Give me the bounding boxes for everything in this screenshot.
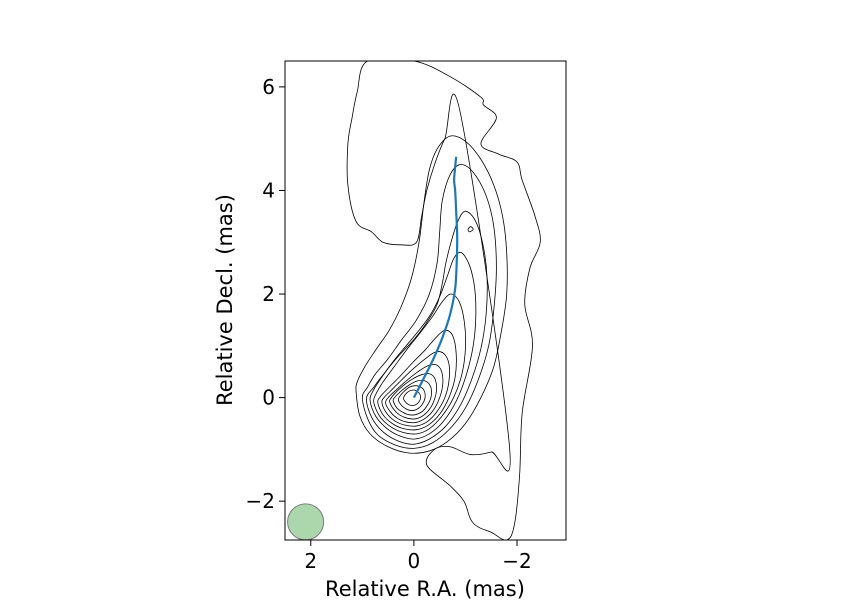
x-axis-ticks: 2 0 −2: [304, 540, 532, 573]
x-tick-label: −2: [502, 549, 531, 573]
y-tick-label: 6: [262, 75, 275, 99]
contour-level-14: [467, 226, 474, 233]
x-tick-label: 0: [408, 549, 421, 573]
contour-level-12: [397, 385, 426, 411]
x-tick-label: 2: [304, 549, 317, 573]
y-tick-label: 0: [262, 386, 275, 410]
contour-group: [346, 61, 541, 540]
y-tick-label: −2: [246, 489, 275, 513]
contour-level-7: [377, 329, 457, 431]
contour-level-6: [373, 293, 467, 435]
beam-ellipse: [287, 503, 325, 540]
y-tick-label: 2: [262, 282, 275, 306]
contour-level-3: [361, 164, 497, 449]
contour-level-4: [366, 210, 488, 445]
contour-level-11: [392, 379, 432, 416]
contour-level-9: [385, 363, 444, 424]
x-axis-label: Relative R.A. (mas): [325, 577, 525, 600]
contour-level-8: [381, 351, 450, 427]
y-axis-ticks: −2 0 2 4 6: [246, 75, 285, 513]
y-tick-label: 4: [262, 178, 275, 202]
plot-frame: [284, 60, 567, 541]
jet-ridge-line: [412, 156, 459, 399]
contour-level-2: [355, 135, 508, 454]
contour-level-1: [346, 61, 541, 540]
contour-level-5: [369, 251, 477, 440]
contour-level-10: [389, 373, 437, 420]
contour-level-13: [403, 389, 422, 406]
y-axis-label: Relative Decl. (mas): [213, 194, 237, 406]
